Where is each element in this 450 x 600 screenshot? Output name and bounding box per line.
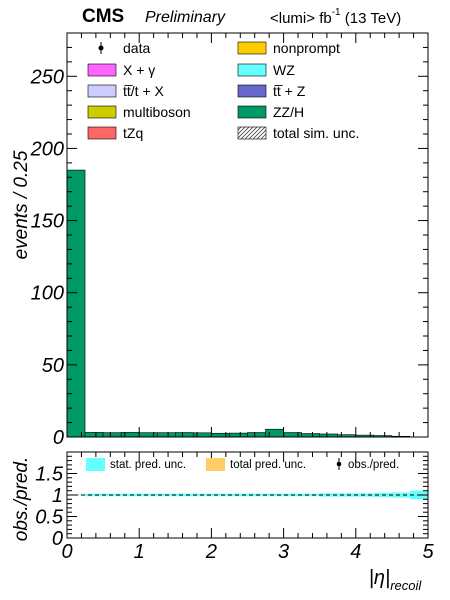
bar-zz-h-12 xyxy=(283,432,302,438)
ratio-y-axis-label: obs./pred. xyxy=(11,457,32,542)
legend-data-label: data xyxy=(123,40,150,56)
stat-unc-band-13 xyxy=(301,493,320,497)
y-tick-label: 50 xyxy=(42,355,64,377)
y-tick-label: 200 xyxy=(30,138,64,160)
stat-unc-band-15 xyxy=(337,493,356,497)
x-tick-label: 5 xyxy=(422,541,434,563)
x-tick-label: 3 xyxy=(278,541,289,563)
lumi-prefix: <lumi> fb xyxy=(270,10,332,27)
legend-tt-z-swatch xyxy=(237,84,267,98)
legend-multiboson-swatch xyxy=(87,105,117,119)
y-axis-label: events / 0.25 xyxy=(11,150,32,259)
legend-data-marker xyxy=(98,45,104,51)
stat-unc-band-1 xyxy=(85,493,104,497)
bar-zz-h-0 xyxy=(66,169,86,438)
x-tick-label: 0 xyxy=(61,541,72,563)
legend-x--label: X + γ xyxy=(123,62,155,78)
ratio-legend-stat-pred-unc--swatch xyxy=(86,458,105,471)
legend-wz-label: WZ xyxy=(273,62,295,78)
ratio-legend-total-pred-unc--swatch xyxy=(206,458,225,471)
bar-zz-h-9 xyxy=(229,432,248,438)
cms-label: CMS xyxy=(82,6,125,27)
bar-zz-h-4 xyxy=(138,432,158,438)
bar-zz-h-10 xyxy=(247,432,266,438)
legend-zz-h-swatch xyxy=(237,105,267,119)
legend-total-sim-unc--label: total sim. unc. xyxy=(273,125,359,141)
legend-nonprompt-swatch xyxy=(237,41,267,55)
legend-tt-z-label: tt̅ + Z xyxy=(273,83,306,99)
lumi-suffix: (13 TeV) xyxy=(340,10,402,27)
stat-unc-band-6 xyxy=(175,493,194,497)
bar-zz-h-1 xyxy=(84,432,104,438)
y-tick-label: 0 xyxy=(53,427,64,449)
ratio-y-tick-label: 1 xyxy=(52,485,63,507)
ratio-legend-total-pred-unc--label: total pred. unc. xyxy=(230,459,306,471)
legend-tt-t-x-swatch xyxy=(87,84,117,98)
legend-zz-h-label: ZZ/H xyxy=(273,104,304,120)
main-panel: 0 50 100 150 200 250 events / 0.25 data nonpromp… xyxy=(11,32,429,449)
lumi-label: <lumi> fb-1 (13 TeV) xyxy=(270,7,402,27)
bar-zz-h-11 xyxy=(265,428,284,438)
bar-zz-h-2 xyxy=(102,432,122,438)
y-tick-label: 100 xyxy=(31,283,64,305)
ratio-legend-stat-pred-unc--label: stat. pred. unc. xyxy=(110,459,186,471)
ratio-legend-obs-pred--marker xyxy=(336,461,342,467)
preliminary-label: Preliminary xyxy=(145,9,226,26)
stat-unc-band-11 xyxy=(265,493,284,497)
lumi-exponent: -1 xyxy=(331,7,341,18)
stat-unc-band-4 xyxy=(139,493,158,497)
x-axis-label-main: |η| xyxy=(369,567,391,589)
x-tick-label: 2 xyxy=(205,541,217,563)
legend-x--swatch xyxy=(87,63,117,77)
x-tick-label: 1 xyxy=(134,541,145,563)
ratio-y-tick-label: 1.5 xyxy=(35,464,64,486)
bar-zz-h-5 xyxy=(156,432,176,438)
x-tick-label: 4 xyxy=(350,541,361,563)
stat-unc-band-18 xyxy=(391,492,410,498)
bar-zz-h-3 xyxy=(120,432,140,438)
bar-zz-h-8 xyxy=(211,432,230,438)
legend-tt-t-x-label: tt̅/t + X xyxy=(123,83,165,99)
y-tick-label: 250 xyxy=(30,66,64,88)
legend-wz-swatch xyxy=(237,63,267,77)
x-axis-label: |η|recoil xyxy=(369,567,423,593)
y-tick-label: 150 xyxy=(31,211,64,233)
legend-multiboson-label: multiboson xyxy=(123,104,191,120)
ratio-y-tick-label: 0 xyxy=(52,528,63,550)
ratio-y-tick-label: 0.5 xyxy=(35,507,64,529)
bar-zz-h-13 xyxy=(301,433,320,438)
bar-zz-h-7 xyxy=(193,432,212,438)
ratio-legend-obs-pred--label: obs./pred. xyxy=(348,459,399,471)
legend-total-sim-unc--swatch xyxy=(237,126,267,140)
legend-tzq-swatch xyxy=(87,126,117,140)
legend-nonprompt-label: nonprompt xyxy=(273,40,340,56)
legend-tzq-label: tZq xyxy=(123,125,143,141)
stat-unc-band-8 xyxy=(211,493,230,497)
bar-zz-h-6 xyxy=(175,432,194,438)
x-axis-label-sub: recoil xyxy=(390,578,422,593)
